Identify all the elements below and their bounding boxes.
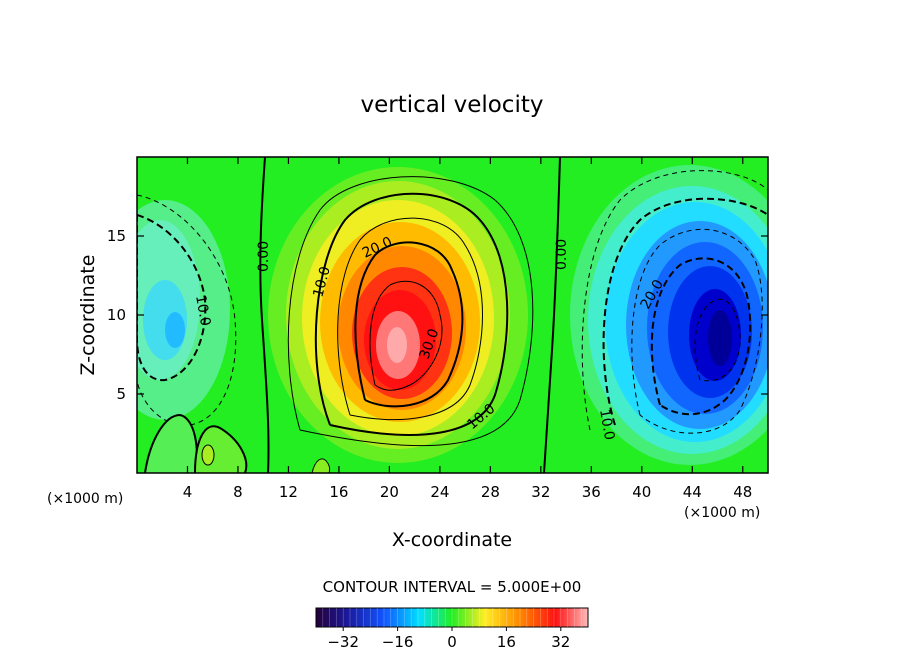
y-axis-label: Z-coordinate <box>77 255 99 376</box>
x-tick-label: 36 <box>582 483 601 501</box>
y-unit-label: (×1000 m) <box>684 505 760 521</box>
colorbar-tick-label: 16 <box>497 633 516 651</box>
x-tick-label: 40 <box>632 483 651 501</box>
right-downdraft <box>570 165 768 465</box>
contour-interval-text: CONTOUR INTERVAL = 5.000E+00 <box>323 578 582 596</box>
contour-label: 0.00 <box>256 241 272 272</box>
x-tick-label: 12 <box>279 483 298 501</box>
x-tick-label: 20 <box>380 483 399 501</box>
x-tick-label: 24 <box>430 483 449 501</box>
colorbar-tick-label: −32 <box>327 633 359 651</box>
x-tick-label: 28 <box>481 483 500 501</box>
y-axis-ticks: 5 10 15 <box>107 227 768 403</box>
colorbar-tick-label: −16 <box>382 633 414 651</box>
left-downdraft <box>137 194 237 426</box>
x-tick-label: 48 <box>733 483 752 501</box>
y-tick-label: 10 <box>107 306 126 324</box>
zero-contour-right <box>543 157 561 473</box>
contour-label: 0.00 <box>554 239 570 270</box>
y-tick-label: 15 <box>107 227 126 245</box>
colorbar-segments <box>322 608 582 627</box>
x-tick-label: 16 <box>329 483 348 501</box>
x-tick-label: 8 <box>233 483 243 501</box>
plot-area <box>137 157 768 473</box>
colorbar-ticks: −32 −16 0 16 32 <box>327 627 570 651</box>
colorbar: −32 −16 0 16 32 <box>315 607 589 651</box>
zero-contour-left <box>259 157 270 473</box>
contour-label: 10.0 <box>310 265 334 299</box>
x-tick-label: 4 <box>183 483 193 501</box>
chart-title: vertical velocity <box>361 92 544 118</box>
contour-label: 10.0 <box>596 408 617 441</box>
y-tick-label: 5 <box>116 385 126 403</box>
colorbar-tick-label: 32 <box>551 633 570 651</box>
x-axis-label: X-coordinate <box>392 529 512 551</box>
x-tick-label: 44 <box>683 483 702 501</box>
lower-left-cells <box>144 413 331 473</box>
central-updraft <box>268 167 534 463</box>
contour-label: 10.0 <box>192 294 213 327</box>
x-unit-label: (×1000 m) <box>47 491 123 507</box>
x-tick-label: 32 <box>531 483 550 501</box>
x-axis-ticks: 4 8 12 16 20 24 28 32 36 40 44 48 <box>183 157 752 501</box>
colorbar-tick-label: 0 <box>447 633 457 651</box>
